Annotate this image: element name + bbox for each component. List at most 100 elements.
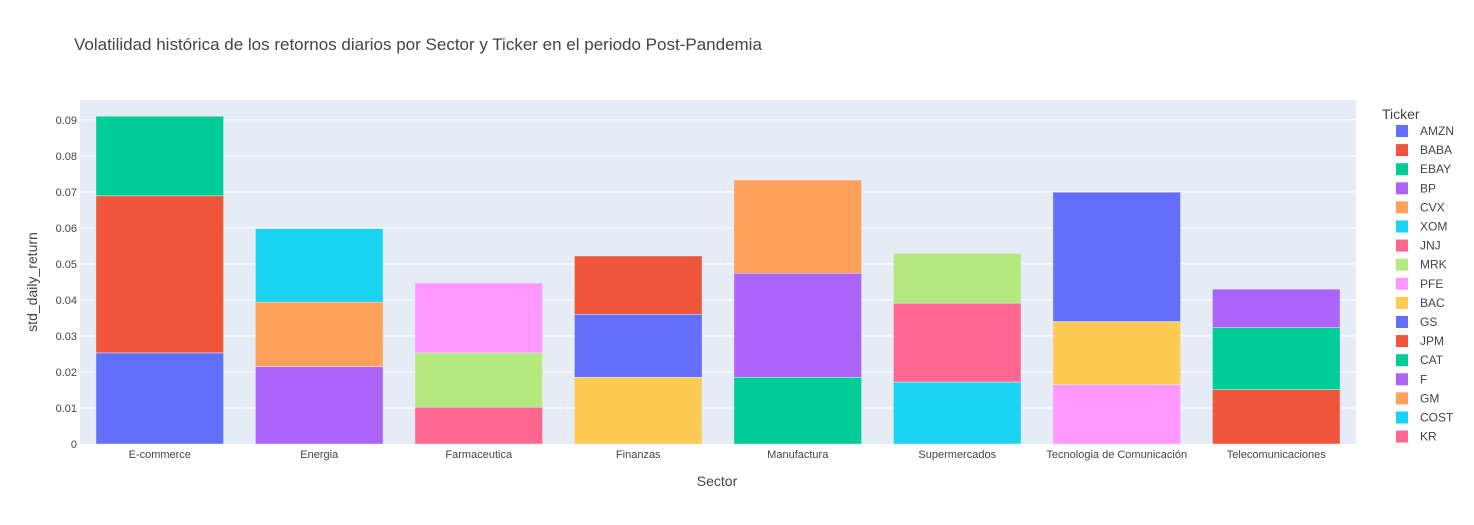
legend-swatch [1396,182,1408,195]
legend-swatch [1396,296,1408,309]
x-tick-label: E-commerce [129,449,191,461]
legend-item-baba[interactable]: BABA [1396,143,1452,157]
legend-swatch [1396,335,1408,348]
bar-bac[interactable] [574,377,703,445]
bar-baba[interactable] [95,195,224,354]
legend-label: EBAY [1420,162,1451,176]
legend-label: GS [1420,315,1437,329]
legend-label: JPM [1420,334,1444,348]
y-axis-title: std_daily_return [24,232,40,332]
x-tick-label: Supermercados [918,449,996,461]
legend-label: XOM [1420,220,1447,234]
x-axis-title: Sector [697,473,738,489]
x-tick-label: Tecnologia de Comunicación [1046,449,1187,461]
legend-item-cost[interactable]: COST [1396,411,1454,425]
bar-cost[interactable] [893,381,1022,445]
bar-gm[interactable] [733,179,862,274]
bar-jpm[interactable] [574,255,703,315]
bar-xom[interactable] [255,228,384,303]
legend-label: COST [1420,411,1454,425]
legend-item-gm[interactable]: GM [1396,391,1439,405]
legend-swatch [1396,125,1408,137]
y-tick-label: 0.04 [56,295,77,307]
bar-jnj[interactable] [414,407,543,445]
legend-label: CVX [1420,200,1445,214]
legend-swatch [1396,258,1408,271]
legend-item-amzn[interactable]: AMZN [1396,124,1454,138]
bar-series-19[interactable] [1052,321,1181,385]
x-tick-label: Manufactura [767,449,829,461]
bar-pfe[interactable] [414,282,543,354]
legend-swatch [1396,220,1408,233]
bar-series-18[interactable] [1052,384,1181,445]
legend-item-ebay[interactable]: EBAY [1396,162,1451,176]
bars [95,115,1341,445]
legend-label: JNJ [1420,239,1441,253]
legend-item-pfe[interactable]: PFE [1396,277,1443,291]
legend-label: F [1420,372,1427,386]
legend-swatch [1396,163,1408,176]
y-tick-label: 0.06 [56,223,77,235]
bar-cvx[interactable] [255,301,384,367]
legend-swatch [1396,392,1408,405]
bar-cat[interactable] [733,377,862,445]
legend-swatch [1396,144,1408,157]
legend-item-xom[interactable]: XOM [1396,220,1447,234]
bar-series-20[interactable] [1052,191,1181,322]
x-tick-label: Telecomunicaciones [1227,449,1327,461]
y-tick-label: 0.02 [56,367,77,379]
legend-item-jpm[interactable]: JPM [1396,334,1444,348]
x-tick-label: Energia [300,449,339,461]
legend-label: GM [1420,391,1439,405]
legend-swatch [1396,373,1408,386]
bar-series-17[interactable] [893,253,1022,304]
legend-item-cat[interactable]: CAT [1396,353,1444,367]
legend-swatch [1396,239,1408,252]
legend-swatch [1396,277,1408,290]
legend-swatch [1396,411,1408,424]
x-tick-label: Finanzas [616,449,661,461]
bar-series-21[interactable] [1212,389,1341,445]
legend-item-mrk[interactable]: MRK [1396,258,1447,272]
legend-swatch [1396,354,1408,367]
bar-ebay[interactable] [95,115,224,197]
bar-bp[interactable] [255,366,384,445]
legend-item-jnj[interactable]: JNJ [1396,239,1441,253]
legend-item-bac[interactable]: BAC [1396,296,1445,310]
bar-kr[interactable] [893,302,1022,383]
y-tick-label: 0.05 [56,259,77,271]
bar-amzn[interactable] [95,352,224,445]
legend-swatch [1396,430,1408,443]
legend-label: BABA [1420,143,1452,157]
legend-item-gs[interactable]: GS [1396,315,1437,329]
legend-item-bp[interactable]: BP [1396,181,1436,195]
bar-series-22[interactable] [1212,327,1341,390]
y-tick-label: 0.08 [56,151,77,163]
legend-label: BAC [1420,296,1445,310]
legend-title: Ticker [1382,106,1420,122]
y-tick-label: 0.03 [56,331,77,343]
y-tick-label: 0.07 [56,187,77,199]
x-tick-labels: E-commerce Energia Farmaceutica Finanzas Man… [129,449,1327,461]
legend-item-cvx[interactable]: CVX [1396,200,1445,214]
legend-swatch [1396,201,1408,214]
legend-item-f[interactable]: F [1396,372,1427,386]
bar-gs[interactable] [574,314,703,378]
y-tick-labels: 0 0.01 0.02 0.03 0.04 0.05 0.06 0.07 0.08 0.09 [56,115,77,451]
legend-label: BP [1420,181,1436,195]
y-tick-label: 0.09 [56,115,77,127]
legend-item-kr[interactable]: KR [1396,430,1437,444]
legend-label: KR [1420,430,1437,444]
legend-label: AMZN [1420,124,1454,138]
x-tick-label: Farmaceutica [445,449,513,461]
chart-title: Volatilidad histórica de los retornos di… [74,35,762,54]
bar-series-23[interactable] [1212,288,1341,328]
legend[interactable]: AMZN BABA EBAY BP CVX XOM JNJ MRK PFE BAC GS JPM CAT… [1396,124,1454,444]
legend-label: CAT [1420,353,1444,367]
bar-mrk[interactable] [414,352,543,408]
bar-f[interactable] [733,273,862,378]
legend-swatch [1396,316,1408,328]
legend-label: MRK [1420,258,1447,272]
legend-label: PFE [1420,277,1443,291]
